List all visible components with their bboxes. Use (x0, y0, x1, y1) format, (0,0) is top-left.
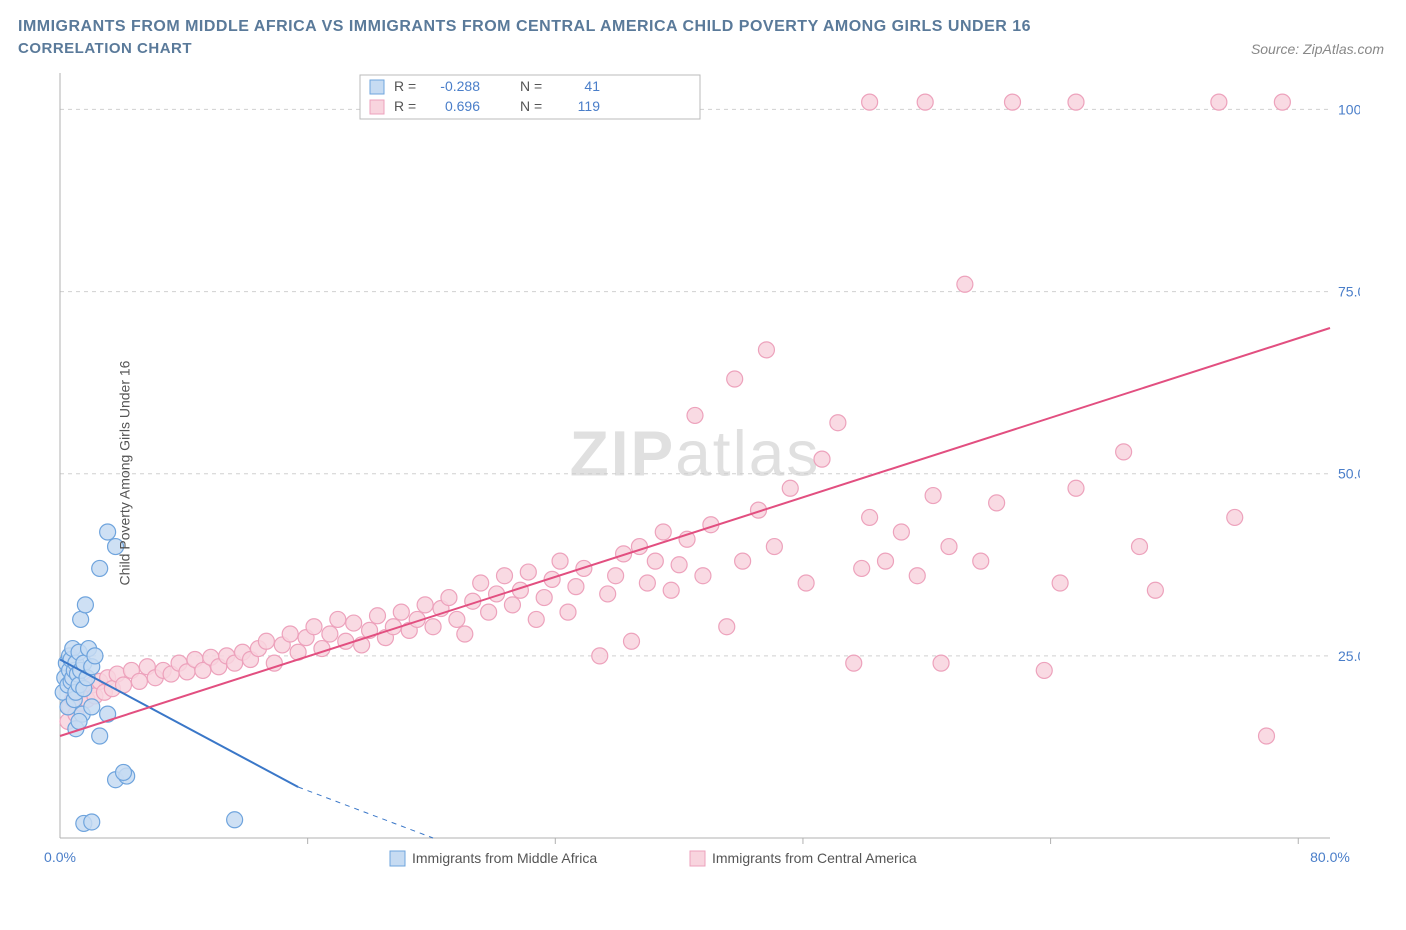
svg-text:Immigrants from Central Americ: Immigrants from Central America (712, 850, 917, 866)
page-title: IMMIGRANTS FROM MIDDLE AFRICA VS IMMIGRA… (18, 18, 1396, 36)
svg-text:50.0%: 50.0% (1338, 466, 1360, 482)
svg-text:80.0%: 80.0% (1310, 849, 1350, 865)
y-axis-label: Child Poverty Among Girls Under 16 (116, 361, 132, 586)
source-attribution: Source: ZipAtlas.com (1251, 41, 1384, 57)
chart-subtitle: CORRELATION CHART (18, 40, 192, 57)
svg-text:R =: R = (394, 78, 416, 94)
svg-text:41: 41 (584, 78, 600, 94)
svg-text:0.696: 0.696 (445, 98, 480, 114)
svg-text:25.0%: 25.0% (1338, 648, 1360, 664)
svg-text:N =: N = (520, 78, 542, 94)
svg-text:75.0%: 75.0% (1338, 284, 1360, 300)
svg-text:R =: R = (394, 98, 416, 114)
svg-text:Immigrants from Middle Africa: Immigrants from Middle Africa (412, 850, 597, 866)
correlation-scatter-chart: 25.0% 50.0% 75.0% 100.0% ZIPatlas R = -0.288 N … (10, 63, 1360, 883)
chart-container: Child Poverty Among Girls Under 16 25.0%… (10, 63, 1396, 883)
svg-text:ZIPatlas: ZIPatlas (570, 418, 821, 490)
svg-text:0.0%: 0.0% (44, 849, 76, 865)
svg-text:-0.288: -0.288 (440, 78, 480, 94)
svg-text:100.0%: 100.0% (1338, 101, 1360, 117)
subtitle-row: CORRELATION CHART Source: ZipAtlas.com (18, 40, 1384, 57)
svg-text:N =: N = (520, 98, 542, 114)
svg-text:119: 119 (578, 98, 601, 114)
